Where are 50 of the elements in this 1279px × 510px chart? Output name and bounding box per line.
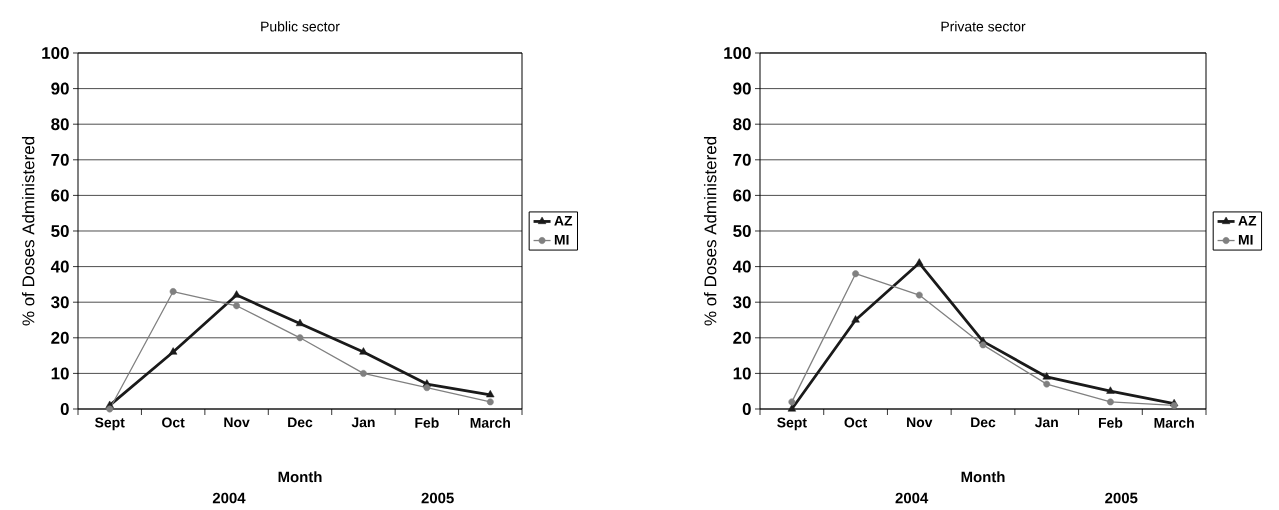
y-tick-label: 0 xyxy=(742,403,751,415)
legend-label: AZ xyxy=(1238,215,1257,226)
y-tick-label: 80 xyxy=(51,118,69,131)
y-tick-label: 0 xyxy=(60,403,69,415)
y-tick-label: 100 xyxy=(724,47,751,59)
text: 2005 xyxy=(1105,492,1138,504)
x-tick-label: Nov xyxy=(224,417,250,428)
y-tick-label: 20 xyxy=(51,331,69,344)
x-tick-label: Feb xyxy=(1098,417,1123,428)
y-tick-label: 30 xyxy=(733,296,751,309)
chart-title: Public sector xyxy=(261,21,340,32)
y-tick-label: 10 xyxy=(51,367,69,380)
y-axis-title: % of Doses Administered xyxy=(21,137,35,326)
legend-label: MI xyxy=(1238,234,1253,245)
text: 2004 xyxy=(212,492,246,504)
y-tick-label: 40 xyxy=(732,260,751,273)
y-tick-label: 80 xyxy=(733,118,751,131)
y-tick-label: 70 xyxy=(733,153,751,166)
chart-title: Private sector xyxy=(941,21,1026,32)
x-tick-label: Feb xyxy=(415,417,439,428)
y-tick-label: 60 xyxy=(733,189,751,202)
y-tick-label: 50 xyxy=(733,225,751,237)
y-tick-label: 50 xyxy=(51,225,69,237)
x-tick-label: Sept xyxy=(777,417,807,431)
x-tick-label: Nov xyxy=(907,417,933,428)
x-tick-label: Dec xyxy=(288,417,313,428)
x-tick-label: Oct xyxy=(844,417,868,428)
y-axis-title: % of Doses Administered xyxy=(703,137,717,326)
y-tick-label: 10 xyxy=(733,367,751,380)
y-tick-label: 30 xyxy=(51,296,69,309)
y-tick-label: 20 xyxy=(733,331,751,344)
x-tick-label: Sept xyxy=(95,417,125,431)
y-tick-label: 40 xyxy=(50,260,69,273)
x-tick-label: Dec xyxy=(971,417,996,428)
text: 2005 xyxy=(421,492,454,504)
x-tick-label: March xyxy=(470,417,510,428)
x-tick-label: Jan xyxy=(351,417,375,428)
legend-label: MI xyxy=(554,234,569,245)
text: 2004 xyxy=(895,492,929,504)
x-tick-label: Oct xyxy=(162,417,185,428)
x-axis-title: Month xyxy=(961,471,1005,483)
x-tick-label: Jan xyxy=(1034,417,1058,428)
legend-label: AZ xyxy=(554,215,573,226)
y-tick-label: 90 xyxy=(733,82,751,95)
x-axis-title: Month xyxy=(278,471,322,483)
y-tick-label: 90 xyxy=(51,82,69,95)
y-tick-label: 100 xyxy=(42,47,69,59)
y-tick-label: 60 xyxy=(51,189,69,202)
y-tick-label: 70 xyxy=(51,153,69,166)
x-tick-label: March xyxy=(1154,417,1194,428)
